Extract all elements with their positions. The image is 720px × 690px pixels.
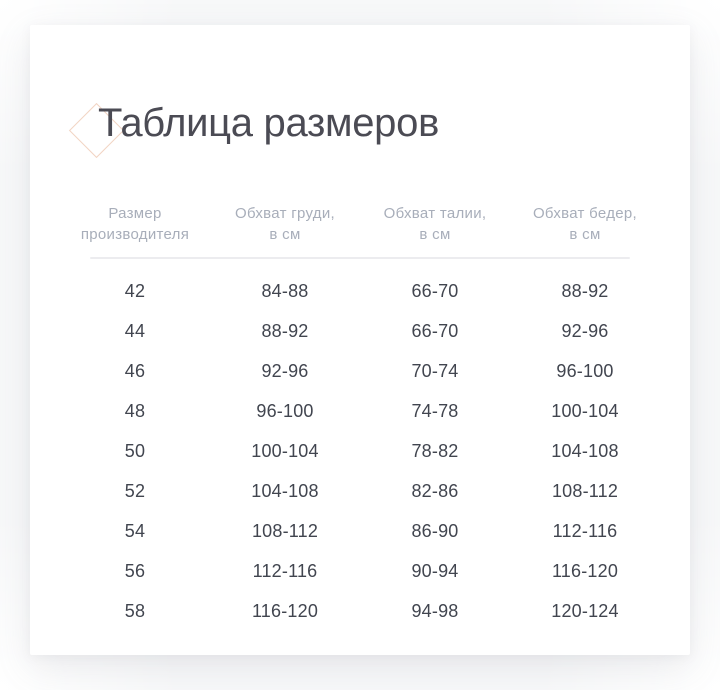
table-cell: 88-92 (261, 320, 309, 341)
table-cell: 116-120 (551, 560, 619, 581)
table-cell: 108-112 (551, 480, 619, 501)
table-cell: 78-82 (411, 440, 459, 461)
header-col-hips: Обхват бедер, в см (510, 203, 660, 245)
table-row: 54 108-112 86-90 112-116 (60, 511, 660, 551)
table-cell: 84-88 (261, 280, 309, 301)
header-line: Обхват бедер, (532, 205, 638, 222)
table-cell: 116-120 (251, 600, 319, 621)
table-cell: 92-96 (261, 360, 309, 381)
header-line: Обхват талии, (383, 205, 487, 222)
header-line: производителя (80, 226, 190, 243)
table-cell: 46 (124, 360, 146, 381)
table-cell: 44 (124, 320, 146, 341)
header-line: Размер (108, 205, 162, 222)
header-divider (90, 257, 630, 259)
header-line: в см (419, 226, 451, 243)
table-row: 58 116-120 94-98 120-124 (60, 591, 660, 631)
header-line: Обхват груди, (235, 205, 335, 222)
header-col-waist: Обхват талии, в см (360, 203, 510, 245)
table-row: 48 96-100 74-78 100-104 (60, 391, 660, 431)
table-cell: 104-108 (251, 480, 319, 501)
table-row: 52 104-108 82-86 108-112 (60, 471, 660, 511)
table-cell: 92-96 (561, 320, 609, 341)
header-col-chest: Обхват груди, в см (210, 203, 360, 245)
table-cell: 96-100 (556, 360, 614, 381)
table-cell: 100-104 (551, 400, 619, 421)
table-cell: 70-74 (411, 360, 459, 381)
table-header: Размер производителя Обхват груди, в см … (60, 203, 660, 245)
size-table-card: Таблица размеров Размер производителя Об… (30, 25, 690, 655)
title-section: Таблица размеров (30, 75, 690, 173)
page-title: Таблица размеров (98, 101, 440, 145)
table-cell: 66-70 (411, 280, 459, 301)
table-cell: 112-116 (252, 560, 318, 581)
table-cell: 90-94 (411, 560, 459, 581)
table-cell: 96-100 (256, 400, 314, 421)
table-cell: 82-86 (411, 480, 459, 501)
table-row: 46 92-96 70-74 96-100 (60, 351, 660, 391)
table-cell: 66-70 (411, 320, 459, 341)
table-cell: 112-116 (552, 520, 618, 541)
table-cell: 120-124 (551, 600, 619, 621)
table-cell: 94-98 (411, 600, 459, 621)
table-cell: 56 (124, 560, 146, 581)
table-cell: 54 (124, 520, 146, 541)
table-cell: 100-104 (251, 440, 319, 461)
header-line: в см (269, 226, 301, 243)
table-cell: 86-90 (411, 520, 459, 541)
table-cell: 108-112 (251, 520, 319, 541)
table-cell: 42 (124, 280, 146, 301)
header-col-manufacturer-size: Размер производителя (60, 203, 210, 245)
table-cell: 104-108 (551, 440, 619, 461)
table-cell: 48 (124, 400, 146, 421)
table-row: 50 100-104 78-82 104-108 (60, 431, 660, 471)
table-cell: 88-92 (561, 280, 609, 301)
table-cell: 58 (124, 600, 146, 621)
table-row: 56 112-116 90-94 116-120 (60, 551, 660, 591)
table-cell: 52 (124, 480, 146, 501)
table-row: 42 84-88 66-70 88-92 (60, 271, 660, 311)
table-body: 42 84-88 66-70 88-92 44 88-92 66-70 92-96 46 92-9… (60, 271, 660, 631)
table-cell: 50 (124, 440, 146, 461)
size-table: Размер производителя Обхват груди, в см … (60, 203, 660, 631)
table-cell: 74-78 (411, 400, 459, 421)
table-row: 44 88-92 66-70 92-96 (60, 311, 660, 351)
header-line: в см (569, 226, 601, 243)
